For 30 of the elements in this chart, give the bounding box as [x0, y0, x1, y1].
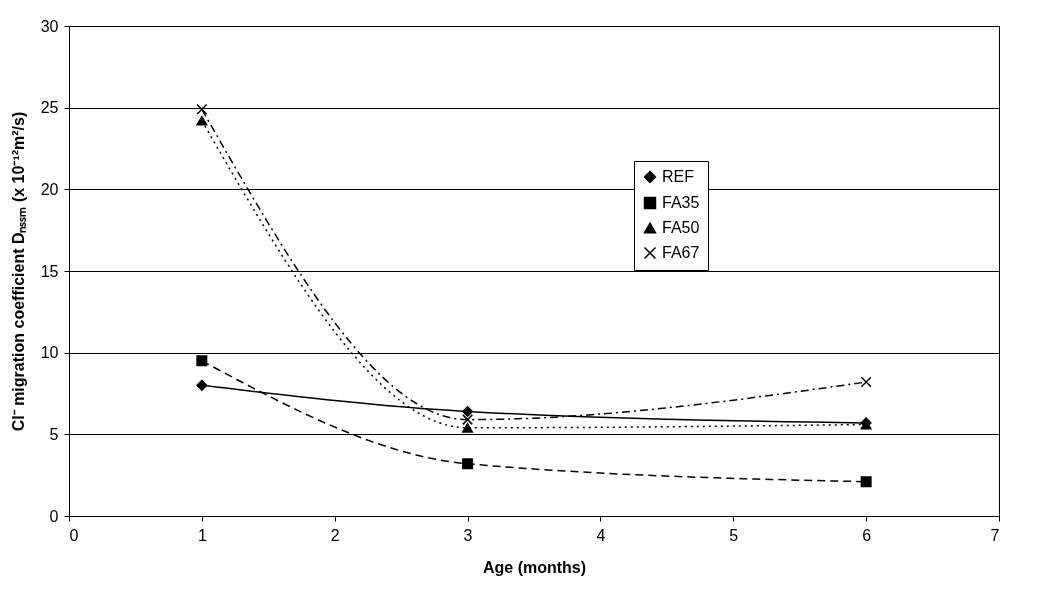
legend-label: FA67: [662, 244, 700, 261]
legend-label: FA50: [662, 219, 700, 236]
y-tick-label: 30: [40, 17, 59, 35]
legend-label: REF: [662, 168, 695, 185]
point: [860, 476, 872, 488]
y-tick-label: 25: [40, 99, 59, 117]
point: [462, 458, 474, 470]
y-tick-label: 20: [40, 180, 59, 198]
x-tick-label: 5: [729, 526, 739, 544]
x-tick-label: 6: [862, 526, 872, 544]
point: [196, 115, 208, 126]
y-tick-label: 10: [40, 344, 59, 362]
y-tick-label: 15: [40, 262, 59, 280]
y-axis-title: Cl⁻ migration coefficient Dₙₛₛₘ (x 10⁻¹²m²/s): [9, 111, 27, 432]
point: [462, 422, 474, 433]
x-tick-label: 3: [463, 526, 473, 544]
legend-label: FA35: [662, 194, 700, 211]
y-tick-label: 0: [49, 507, 59, 525]
x-tick-label: 7: [990, 526, 1000, 544]
point: [462, 414, 474, 426]
point: [196, 379, 208, 391]
x-tick-label: 0: [69, 526, 79, 544]
point: [860, 376, 872, 388]
x-tick-label: 2: [330, 526, 340, 544]
x-axis-title: Age (months): [482, 558, 587, 576]
x-tick-label: 4: [596, 526, 606, 544]
y-tick-label: 5: [49, 425, 59, 443]
point: [196, 355, 208, 367]
point: [196, 103, 208, 115]
x-tick-label: 1: [197, 526, 207, 544]
